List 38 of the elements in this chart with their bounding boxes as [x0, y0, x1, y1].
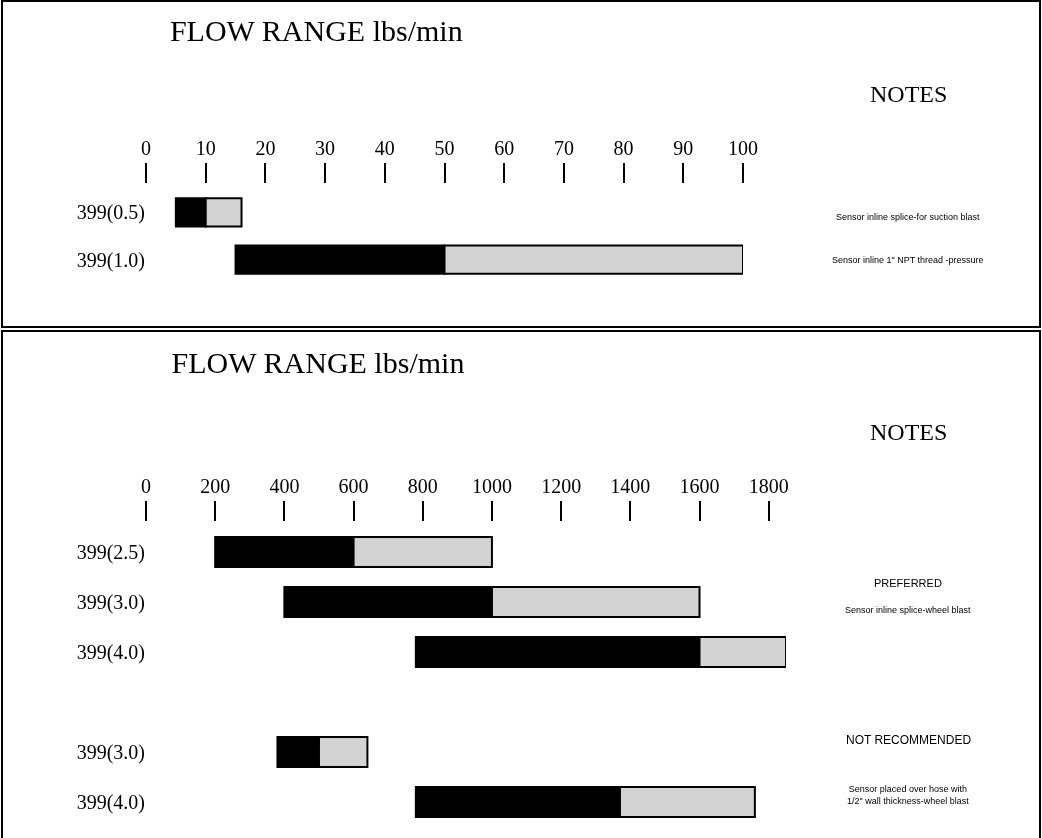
- text: Sensor inline 1" NPT thread -pressure: [832, 255, 984, 265]
- x-tick-label: 70: [553, 137, 574, 159]
- x-tick-label: 60: [494, 137, 515, 159]
- x-tick-label: 1800: [748, 475, 789, 497]
- x-tick-label: 600: [338, 475, 369, 497]
- chart-title: FLOW RANGE lbs/min: [169, 13, 463, 47]
- x-tick-label: 30: [315, 137, 336, 159]
- x-tick-label: 100: [728, 137, 758, 159]
- x-tick-label: 200: [200, 475, 231, 497]
- x-tick-label: 1200: [541, 475, 582, 497]
- text: NOT RECOMMENDED: [846, 733, 972, 747]
- x-tick-label: 90: [673, 137, 694, 159]
- text: NOTES: [870, 419, 948, 445]
- chart-title: FLOW RANGE lbs/min: [171, 345, 465, 379]
- y-tick-label: 399(3.0): [76, 741, 145, 764]
- y-tick-label: 399(3.0): [76, 591, 145, 614]
- text: Sensor inline splice-wheel blast: [845, 605, 972, 615]
- x-tick-label: 1400: [610, 475, 651, 497]
- x-tick-label: 80: [613, 137, 634, 159]
- y-tick-label: 399(1.0): [76, 248, 145, 272]
- text: PREFERRED: [874, 577, 942, 589]
- x-tick-label: 50: [434, 137, 455, 159]
- x-tick-label: 0: [141, 475, 151, 497]
- y-tick-label: 399(4.0): [76, 791, 145, 814]
- x-tick-label: 40: [374, 137, 395, 159]
- x-tick-label: 400: [269, 475, 300, 497]
- x-tick-label: 1000: [471, 475, 512, 497]
- x-tick-label: 20: [255, 137, 276, 159]
- text: Sensor placed over hose with 1/2" wall thickness-wheel blast: [847, 784, 970, 806]
- x-tick-label: 10: [195, 137, 216, 159]
- text: NOTES: [870, 81, 948, 107]
- x-tick-label: 1600: [679, 475, 720, 497]
- x-tick-label: 0: [141, 137, 151, 159]
- y-tick-label: 399(0.5): [76, 201, 145, 225]
- text: Sensor inline splice-for suction blast: [836, 212, 981, 222]
- y-tick-label: 399(2.5): [76, 541, 145, 564]
- x-tick-label: 800: [407, 475, 438, 497]
- y-tick-label: 399(4.0): [76, 641, 145, 664]
